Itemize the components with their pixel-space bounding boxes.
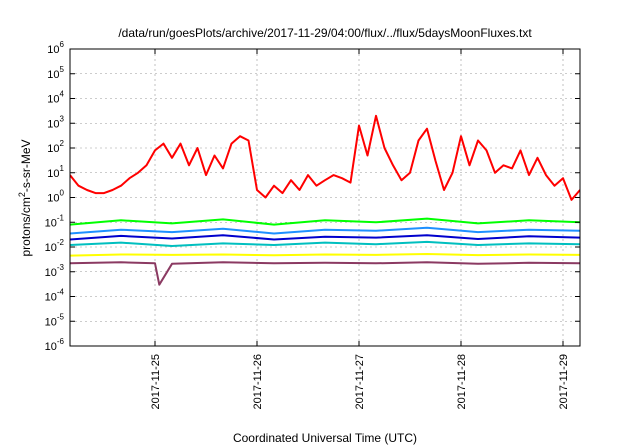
y-tick-label: 100	[47, 189, 64, 205]
y-tick-label: 10-4	[45, 288, 65, 304]
series-group	[70, 114, 580, 286]
series-line-5	[70, 240, 580, 247]
x-tick-label: 2017-11-27	[354, 354, 366, 409]
y-tick-label: 10-6	[45, 337, 65, 353]
y-axis-title: protons/cm2-s-sr-MeV	[17, 139, 33, 256]
y-tick-label: 10-2	[45, 238, 65, 254]
y-axis-title-sup: 2	[17, 192, 27, 197]
y-tick-label: 101	[47, 164, 64, 180]
y-tick-label: 105	[47, 65, 64, 81]
series-line-1	[70, 114, 580, 201]
series-line-4	[70, 234, 580, 241]
x-tick-label: 2017-11-26	[252, 354, 264, 409]
y-tick-label: 10-5	[45, 312, 65, 328]
series-line-2	[70, 217, 580, 226]
x-axis-title: Coordinated Universal Time (UTC)	[233, 431, 417, 445]
plot-frame	[69, 48, 581, 347]
y-tick-label: 102	[47, 139, 64, 155]
y-tick-label: 10-1	[45, 213, 65, 229]
y-axis-title-rest: -s-sr-MeV	[19, 139, 33, 192]
grid	[70, 49, 580, 346]
x-tick-label: 2017-11-29	[558, 354, 570, 409]
x-tick-label: 2017-11-28	[456, 354, 468, 409]
series-line-7	[70, 261, 580, 286]
y-tick-label: 10-3	[45, 263, 65, 279]
x-tick-label: 2017-11-25	[150, 354, 162, 409]
y-tick-label: 103	[47, 114, 64, 130]
y-tick-label: 104	[47, 90, 64, 106]
series-line-3	[70, 226, 580, 235]
ticks: 10-6 10-5 10-4 10-3 10-2 10-1 100 101 102 103 104 1…	[45, 40, 580, 409]
chart-title: /data/run/goesPlots/archive/2017-11-29/0…	[118, 26, 532, 40]
series-line-6	[70, 253, 580, 257]
y-tick-label: 106	[47, 40, 64, 56]
y-axis-title-base: protons/cm	[19, 197, 33, 256]
